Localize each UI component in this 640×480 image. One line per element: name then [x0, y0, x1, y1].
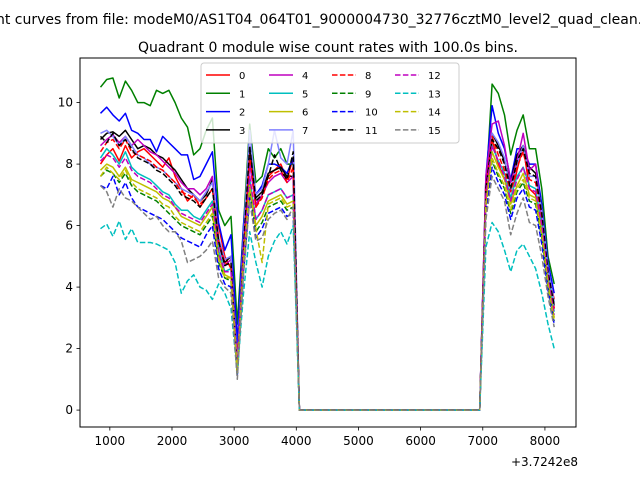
x-tick-label: 6000	[405, 434, 436, 448]
legend-label-14: 14	[428, 108, 441, 119]
legend-label-3: 3	[239, 126, 245, 137]
legend-label-2: 2	[239, 108, 245, 119]
legend-label-10: 10	[365, 108, 378, 119]
y-tick-label: 8	[65, 157, 73, 171]
legend-label-9: 9	[365, 89, 371, 100]
series-line-14	[99, 157, 555, 411]
legend-label-4: 4	[302, 71, 308, 82]
y-tick-label: 6	[65, 219, 73, 233]
series-layer	[99, 77, 555, 411]
legend-label-1: 1	[239, 89, 245, 100]
legend-label-8: 8	[365, 71, 371, 82]
legend-label-0: 0	[239, 71, 245, 82]
legend-label-13: 13	[428, 89, 441, 100]
x-tick-label: 8000	[530, 434, 561, 448]
legend-box	[200, 62, 460, 144]
y-tick-label: 10	[58, 96, 73, 110]
figure-suptitle: Light curves from file: modeM0/AS1T04_06…	[0, 12, 640, 28]
legend-label-12: 12	[428, 71, 441, 82]
plot-frame	[79, 57, 577, 428]
legend-label-6: 6	[302, 108, 308, 119]
y-tick-label: 4	[65, 280, 73, 294]
series-line-13	[100, 220, 555, 411]
y-tick-label: 0	[65, 403, 73, 417]
x-tick-label: 3000	[219, 434, 250, 448]
x-offset-label: +3.7242e8	[511, 455, 578, 469]
x-tick-label: 5000	[343, 434, 374, 448]
x-tick-label: 7000	[467, 434, 498, 448]
legend-label-7: 7	[302, 126, 308, 137]
legend-label-5: 5	[302, 89, 308, 100]
legend-label-15: 15	[428, 126, 441, 137]
x-tick-label: 2000	[157, 434, 188, 448]
y-tick-label: 2	[65, 342, 73, 356]
x-tick-label: 1000	[95, 434, 126, 448]
chart-title: Quadrant 0 module wise count rates with …	[138, 40, 518, 56]
series-line-15	[99, 175, 555, 411]
series-line-11	[99, 132, 555, 411]
legend-label-11: 11	[365, 126, 378, 137]
axes-layer: 1000 2000 3000 4000 5000 6000 7000 8000 0 2 4 6 8 10	[58, 96, 560, 448]
x-tick-label: 4000	[281, 434, 312, 448]
